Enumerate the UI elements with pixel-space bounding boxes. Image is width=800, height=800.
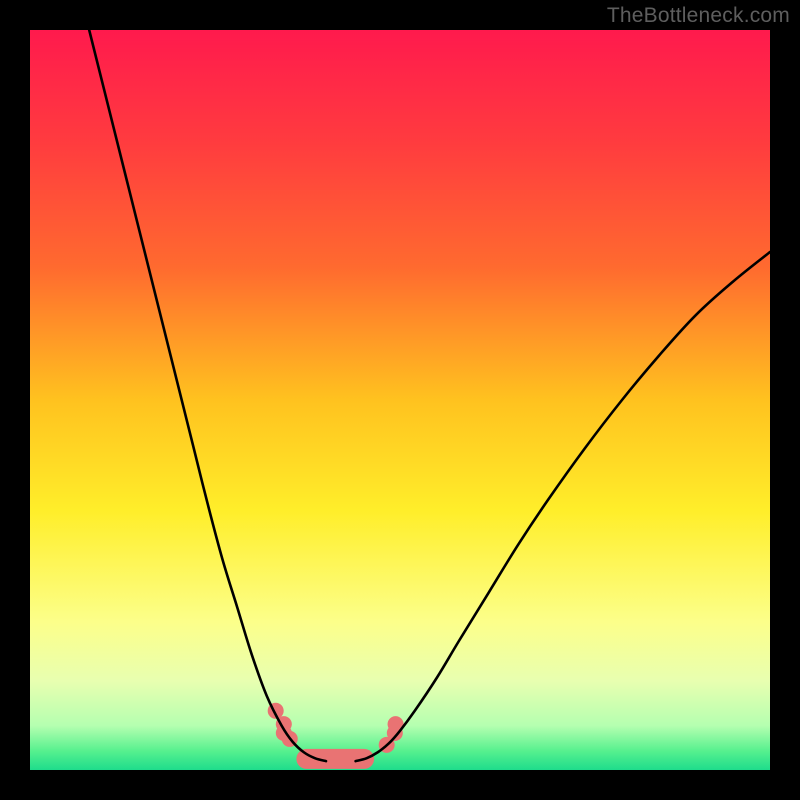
chart-container: TheBottleneck.com (0, 0, 800, 800)
gradient-background (30, 30, 770, 770)
plot-area (30, 30, 770, 770)
bottleneck-curve-svg (30, 30, 770, 770)
watermark-text: TheBottleneck.com (607, 4, 790, 28)
